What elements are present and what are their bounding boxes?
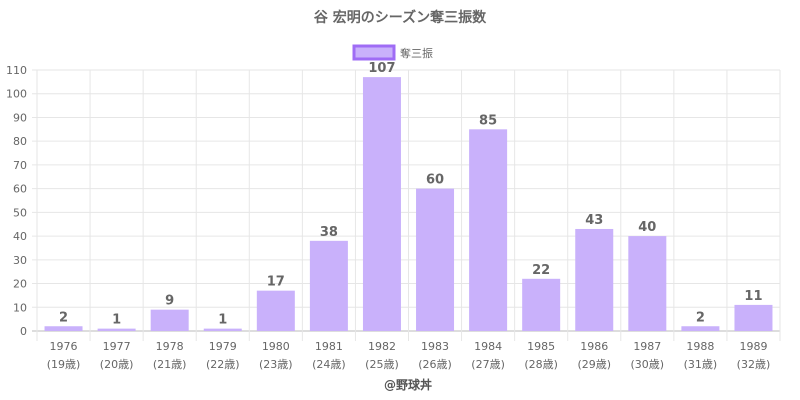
x-tick-label: 1986 <box>580 340 608 353</box>
y-tick-label: 10 <box>13 301 27 314</box>
x-tick-label: 1979 <box>209 340 237 353</box>
data-label: 85 <box>479 113 497 128</box>
x-tick-label: 1984 <box>474 340 502 353</box>
x-tick-sublabel: (19歳) <box>47 358 81 371</box>
data-label: 107 <box>368 61 395 76</box>
x-tick-sublabel: (32歳) <box>737 358 771 371</box>
x-tick-sublabel: (25歳) <box>365 358 399 371</box>
chart-title: 谷 宏明のシーズン奪三振数 <box>314 9 487 26</box>
bar-1980 <box>256 290 295 331</box>
data-label: 2 <box>59 310 68 325</box>
y-tick-label: 20 <box>13 278 27 291</box>
x-tick-sublabel: (29歳) <box>577 358 611 371</box>
x-tick-label: 1985 <box>527 340 555 353</box>
bar-1985 <box>522 278 561 331</box>
bar-1989 <box>734 304 773 331</box>
data-label: 1 <box>218 313 227 328</box>
x-tick-sublabel: (28歳) <box>524 358 558 371</box>
data-label: 43 <box>585 213 603 228</box>
x-tick-sublabel: (27歳) <box>471 358 505 371</box>
bar-1978 <box>150 309 189 331</box>
data-label: 11 <box>744 289 762 304</box>
legend-swatch <box>352 44 396 61</box>
legend-label: 奪三振 <box>400 46 433 60</box>
x-tick-label: 1982 <box>368 340 396 353</box>
x-tick-sublabel: (20歳) <box>100 358 134 371</box>
data-label: 9 <box>165 294 174 309</box>
x-tick-label: 1988 <box>686 340 714 353</box>
bar-1986 <box>575 228 614 331</box>
credit: @野球丼 <box>384 377 432 392</box>
x-tick-label: 1978 <box>156 340 184 353</box>
x-tick-label: 1987 <box>633 340 661 353</box>
data-label: 1 <box>112 313 121 328</box>
x-tick-sublabel: (24歳) <box>312 358 346 371</box>
x-tick-label: 1976 <box>50 340 78 353</box>
bar-1982 <box>362 77 401 331</box>
y-tick-label: 90 <box>13 111 27 124</box>
y-tick-label: 0 <box>20 325 27 338</box>
x-tick-label: 1981 <box>315 340 343 353</box>
bar-1979 <box>203 328 242 331</box>
x-tick-label: 1977 <box>103 340 131 353</box>
x-tick-label: 1980 <box>262 340 290 353</box>
x-tick-label: 1989 <box>739 340 767 353</box>
y-tick-label: 40 <box>13 230 27 243</box>
y-tick-label: 80 <box>13 135 27 148</box>
x-tick-sublabel: (26歳) <box>418 358 452 371</box>
x-tick-sublabel: (23歳) <box>259 358 293 371</box>
data-label: 17 <box>267 275 285 290</box>
data-label: 2 <box>696 310 705 325</box>
data-label: 22 <box>532 263 550 278</box>
x-tick-sublabel: (30歳) <box>631 358 665 371</box>
x-tick-sublabel: (31歳) <box>684 358 718 371</box>
data-label: 38 <box>320 225 338 240</box>
bar-1981 <box>309 240 348 331</box>
y-tick-label: 70 <box>13 159 27 172</box>
bar-1988 <box>681 326 720 331</box>
y-tick-label: 30 <box>13 254 27 267</box>
x-tick-label: 1983 <box>421 340 449 353</box>
data-label: 60 <box>426 173 444 188</box>
bar-1976 <box>44 326 83 331</box>
bar-1987 <box>628 236 667 331</box>
bar-1984 <box>469 129 508 331</box>
y-tick-label: 110 <box>6 64 27 77</box>
y-tick-label: 100 <box>6 88 27 101</box>
y-tick-label: 60 <box>13 183 27 196</box>
bar-1983 <box>416 188 455 331</box>
x-tick-sublabel: (22歳) <box>206 358 240 371</box>
data-label: 40 <box>638 220 656 235</box>
x-tick-sublabel: (21歳) <box>153 358 187 371</box>
y-tick-label: 50 <box>13 206 27 219</box>
bar-1977 <box>97 328 136 331</box>
